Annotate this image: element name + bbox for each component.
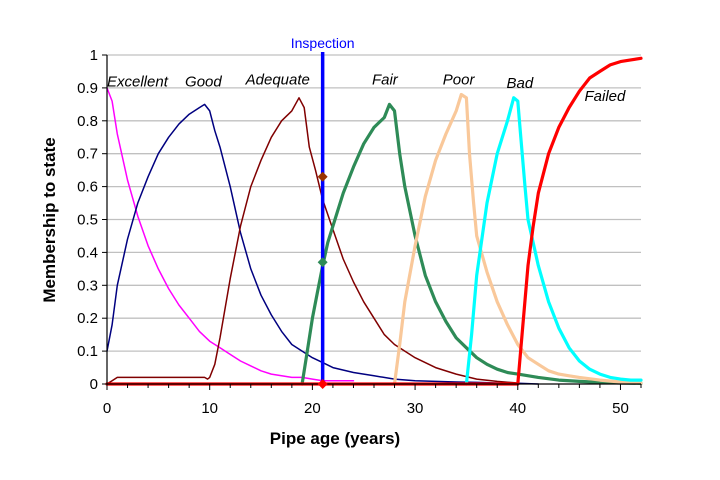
x-tick-label: 10 — [201, 400, 218, 417]
series-label-good: Good — [185, 73, 222, 90]
y-tick-label: 0.2 — [77, 310, 98, 327]
series-label-adequate: Adequate — [245, 72, 310, 89]
y-tick-label: 0.4 — [77, 244, 98, 261]
x-tick-label: 20 — [304, 400, 321, 417]
y-tick-label: 0.1 — [77, 343, 98, 360]
y-axis-title: Membership to state — [40, 137, 59, 302]
series-label-excellent: Excellent — [107, 73, 169, 90]
series-line-adequate — [106, 97, 519, 385]
x-tick-label: 40 — [509, 400, 526, 417]
y-tick-label: 0.7 — [77, 146, 98, 163]
series-line-good — [106, 103, 540, 385]
marker-fair — [317, 257, 328, 268]
gridlines — [107, 54, 641, 352]
series-label-bad: Bad — [506, 75, 533, 92]
series-line-excellent — [106, 87, 355, 382]
y-tick-label: 1 — [90, 47, 98, 64]
x-axis-title: Pipe age (years) — [270, 429, 400, 448]
x-tick-label: 50 — [612, 400, 629, 417]
series-line-bad — [464, 96, 643, 386]
series-layer — [105, 56, 643, 386]
series-label-fair: Fair — [372, 72, 399, 89]
series-line-poor — [392, 92, 643, 386]
axes: 00.10.20.30.40.50.60.70.80.910 10 20 30 40 50 — [77, 47, 642, 417]
series-label-poor: Poor — [443, 72, 476, 89]
x-tick-label: 30 — [407, 400, 424, 417]
marker-failed — [317, 379, 328, 389]
y-tick-label: 0.3 — [77, 277, 98, 294]
inspection-label: Inspection — [291, 35, 355, 51]
y-tick-label: 0.8 — [77, 113, 98, 130]
y-tick-label: 0 — [90, 376, 98, 393]
y-tick-label: 0.6 — [77, 179, 98, 196]
annotations: Inspection Excellent Good Adequate Fair Poor B… — [107, 35, 626, 389]
marker-adequate — [317, 171, 328, 182]
y-tick-label: 0.9 — [77, 80, 98, 97]
series-label-failed: Failed — [585, 88, 627, 105]
y-tick-label: 0.5 — [77, 212, 98, 229]
series-line-fair — [300, 102, 643, 386]
x-tick-label: 0 — [103, 400, 111, 417]
